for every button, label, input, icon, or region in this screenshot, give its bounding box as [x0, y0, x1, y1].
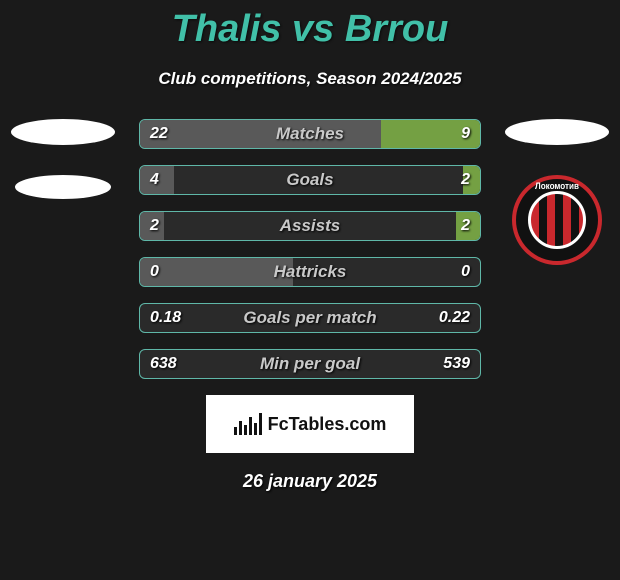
team-badge-placeholder: [11, 119, 115, 145]
crest-ring-text: Локомотив: [520, 181, 594, 191]
stat-row-goals: 4 Goals 2: [139, 165, 481, 195]
stat-label: Goals: [140, 166, 480, 194]
stat-value-right: 539: [443, 350, 470, 378]
stat-value-right: 2: [461, 166, 470, 194]
stat-row-matches: 22 Matches 9: [139, 119, 481, 149]
footer-date: 26 january 2025: [0, 471, 620, 492]
subtitle: Club competitions, Season 2024/2025: [0, 69, 620, 89]
site-logo[interactable]: FcTables.com: [206, 395, 414, 453]
site-logo-text: FcTables.com: [268, 414, 387, 435]
right-team-badges: Локомотив: [502, 119, 612, 265]
chart-bars-icon: [234, 413, 262, 435]
crest-center: [528, 191, 586, 249]
stat-label: Matches: [140, 120, 480, 148]
crest-ring: Локомотив: [512, 175, 602, 265]
stat-row-assists: 2 Assists 2: [139, 211, 481, 241]
stat-row-goals-per-match: 0.18 Goals per match 0.22: [139, 303, 481, 333]
club-crest-lokomotiv: Локомотив: [512, 175, 602, 265]
stat-value-right: 9: [461, 120, 470, 148]
stat-value-right: 0: [461, 258, 470, 286]
stat-rows: 22 Matches 9 4 Goals 2 2 Assists 2 0 Hat…: [139, 119, 481, 379]
stats-area: Локомотив 22 Matches 9 4 Goals 2 2 Assis…: [0, 119, 620, 379]
stat-label: Goals per match: [140, 304, 480, 332]
left-team-badges: [8, 119, 118, 199]
stat-value-right: 0.22: [439, 304, 470, 332]
team-badge-placeholder: [505, 119, 609, 145]
stat-row-hattricks: 0 Hattricks 0: [139, 257, 481, 287]
stat-value-right: 2: [461, 212, 470, 240]
page-title: Thalis vs Brrou: [0, 0, 620, 51]
stat-label: Min per goal: [140, 350, 480, 378]
team-badge-placeholder: [15, 175, 111, 199]
stat-label: Assists: [140, 212, 480, 240]
stat-row-min-per-goal: 638 Min per goal 539: [139, 349, 481, 379]
stat-label: Hattricks: [140, 258, 480, 286]
